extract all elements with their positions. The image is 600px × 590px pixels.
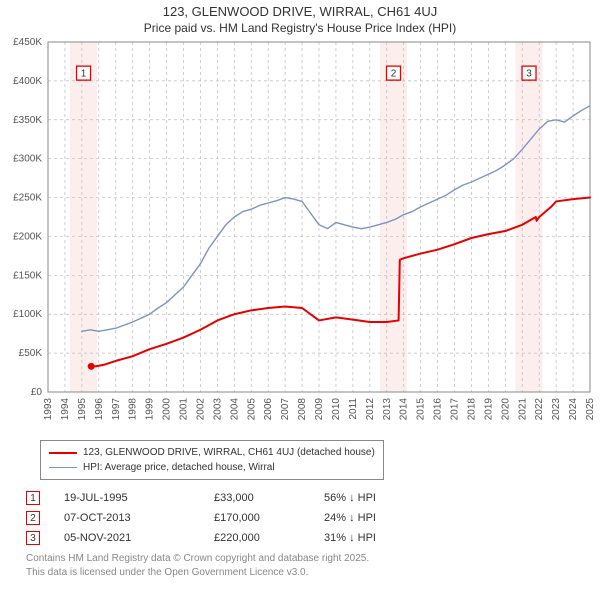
legend-label: HPI: Average price, detached house, Wirr… [83, 462, 275, 473]
svg-text:2000: 2000 [162, 398, 173, 421]
svg-text:2016: 2016 [433, 398, 444, 421]
sale-date: 19-JUL-1995 [64, 492, 214, 504]
svg-text:2015: 2015 [416, 398, 427, 421]
svg-text:£250K: £250K [13, 193, 42, 204]
svg-text:2023: 2023 [551, 398, 562, 421]
svg-text:2019: 2019 [483, 398, 494, 421]
chart-titles: 123, GLENWOOD DRIVE, WIRRAL, CH61 4UJ Pr… [0, 4, 600, 35]
svg-text:2014: 2014 [399, 398, 410, 421]
svg-text:2009: 2009 [314, 398, 325, 421]
sale-date: 05-NOV-2021 [64, 532, 214, 544]
sale-row: 2 07-OCT-2013£170,00024% ↓ HPI [26, 508, 444, 528]
svg-text:2001: 2001 [179, 398, 190, 421]
svg-text:2010: 2010 [331, 398, 342, 421]
sale-price: £170,000 [214, 512, 324, 524]
chart-legend: 123, GLENWOOD DRIVE, WIRRAL, CH61 4UJ (d… [40, 440, 384, 480]
sale-row: 1 19-JUL-1995£33,00056% ↓ HPI [26, 488, 444, 508]
footer-line2: This data is licensed under the Open Gov… [26, 566, 369, 580]
sale-hpi-diff: 24% ↓ HPI [324, 512, 444, 524]
svg-text:£350K: £350K [13, 115, 42, 126]
svg-text:£300K: £300K [13, 154, 42, 165]
svg-text:2005: 2005 [246, 398, 257, 421]
svg-text:1999: 1999 [145, 398, 156, 421]
svg-text:£50K: £50K [19, 348, 43, 359]
svg-text:1994: 1994 [60, 398, 71, 421]
svg-text:2024: 2024 [568, 398, 579, 421]
svg-text:2003: 2003 [212, 398, 223, 421]
sale-price: £33,000 [214, 492, 324, 504]
svg-text:2017: 2017 [450, 398, 461, 421]
svg-text:2012: 2012 [365, 398, 376, 421]
svg-text:2022: 2022 [534, 398, 545, 421]
sale-date: 07-OCT-2013 [64, 512, 214, 524]
legend-swatch [49, 452, 77, 454]
svg-text:2004: 2004 [229, 398, 240, 421]
svg-text:2007: 2007 [280, 398, 291, 421]
svg-text:1997: 1997 [111, 398, 122, 421]
svg-text:2008: 2008 [297, 398, 308, 421]
svg-text:2006: 2006 [263, 398, 274, 421]
footer-line1: Contains HM Land Registry data © Crown c… [26, 552, 369, 566]
chart-area: £0 £50K £100K £150K £200K £250K £300K £350K £400… [0, 38, 600, 433]
svg-text:2021: 2021 [517, 398, 528, 421]
svg-text:£0: £0 [31, 387, 43, 398]
svg-text:£200K: £200K [13, 231, 42, 242]
sales-table: 1 19-JUL-1995£33,00056% ↓ HPI 2 07-OCT-2013… [26, 488, 444, 548]
footer-attribution: Contains HM Land Registry data © Crown c… [26, 552, 369, 579]
sale-hpi-diff: 56% ↓ HPI [324, 492, 444, 504]
svg-text:2002: 2002 [195, 398, 206, 421]
sale-marker-box: 1 [26, 491, 40, 505]
svg-text:2020: 2020 [500, 398, 511, 421]
svg-text:1995: 1995 [77, 398, 88, 421]
svg-text:£450K: £450K [13, 38, 42, 48]
svg-text:2013: 2013 [382, 398, 393, 421]
price-chart-svg: £0 £50K £100K £150K £200K £250K £300K £350K £400… [0, 38, 600, 433]
sale-hpi-diff: 31% ↓ HPI [324, 532, 444, 544]
svg-text:1993: 1993 [43, 398, 54, 421]
legend-item: HPI: Average price, detached house, Wirr… [49, 460, 375, 475]
sale-row: 3 05-NOV-2021£220,00031% ↓ HPI [26, 528, 444, 548]
svg-text:1: 1 [81, 69, 87, 80]
svg-text:2018: 2018 [466, 398, 477, 421]
svg-text:3: 3 [526, 69, 532, 80]
sale-marker-box: 2 [26, 511, 40, 525]
svg-text:£400K: £400K [13, 76, 42, 87]
title-address: 123, GLENWOOD DRIVE, WIRRAL, CH61 4UJ [0, 4, 600, 19]
legend-item: 123, GLENWOOD DRIVE, WIRRAL, CH61 4UJ (d… [49, 445, 375, 460]
svg-text:2: 2 [391, 69, 397, 80]
sale-marker-box: 3 [26, 531, 40, 545]
title-subtitle: Price paid vs. HM Land Registry's House … [0, 21, 600, 35]
svg-text:1998: 1998 [128, 398, 139, 421]
svg-text:£150K: £150K [13, 270, 42, 281]
legend-label: 123, GLENWOOD DRIVE, WIRRAL, CH61 4UJ (d… [83, 447, 375, 458]
svg-text:2011: 2011 [348, 398, 359, 420]
sale-price: £220,000 [214, 532, 324, 544]
svg-text:2025: 2025 [585, 398, 596, 421]
svg-text:£100K: £100K [13, 309, 42, 320]
svg-text:1996: 1996 [94, 398, 105, 421]
legend-swatch [49, 467, 77, 468]
